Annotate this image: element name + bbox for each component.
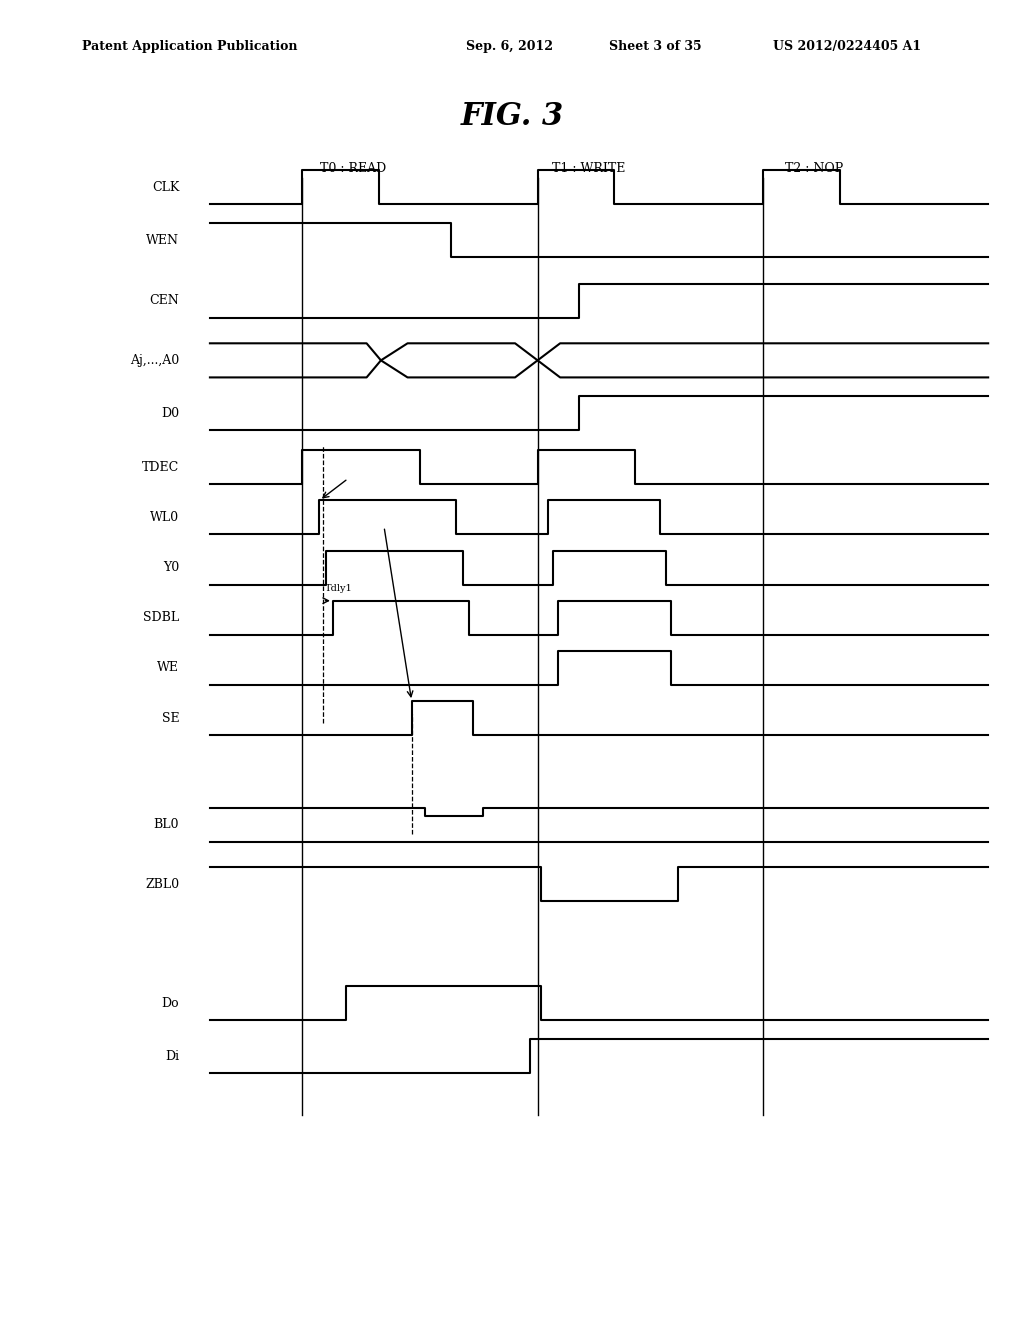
Text: Sep. 6, 2012: Sep. 6, 2012 (466, 40, 553, 53)
Text: WE: WE (158, 661, 179, 675)
Text: ZBL0: ZBL0 (145, 878, 179, 891)
Text: T2 : NOP: T2 : NOP (785, 162, 843, 176)
Text: SDBL: SDBL (143, 611, 179, 624)
Text: BL0: BL0 (154, 818, 179, 832)
Text: T0 : READ: T0 : READ (321, 162, 386, 176)
Text: Aj,...,A0: Aj,...,A0 (130, 354, 179, 367)
Text: FIG. 3: FIG. 3 (461, 100, 563, 132)
Text: Di: Di (165, 1049, 179, 1063)
Text: Tdly1: Tdly1 (325, 583, 352, 593)
Text: WL0: WL0 (151, 511, 179, 524)
Text: CEN: CEN (150, 294, 179, 308)
Text: SE: SE (162, 711, 179, 725)
Text: D0: D0 (161, 407, 179, 420)
Text: T1 : WRITE: T1 : WRITE (552, 162, 626, 176)
Text: CLK: CLK (152, 181, 179, 194)
Text: Sheet 3 of 35: Sheet 3 of 35 (609, 40, 701, 53)
Text: TDEC: TDEC (142, 461, 179, 474)
Text: Do: Do (162, 997, 179, 1010)
Text: WEN: WEN (146, 234, 179, 247)
Text: Patent Application Publication: Patent Application Publication (82, 40, 297, 53)
Text: Y0: Y0 (163, 561, 179, 574)
Text: US 2012/0224405 A1: US 2012/0224405 A1 (773, 40, 922, 53)
